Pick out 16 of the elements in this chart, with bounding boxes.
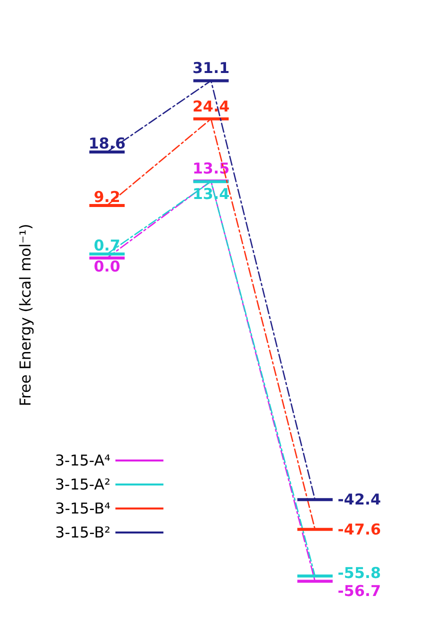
data-label: 31.1 bbox=[192, 59, 230, 78]
legend-label: 3-15-A² bbox=[54, 476, 110, 494]
data-label: 18.6 bbox=[88, 134, 126, 152]
data-label: -55.8 bbox=[338, 564, 381, 582]
data-label: -47.6 bbox=[338, 520, 381, 538]
data-label: 9.2 bbox=[94, 188, 120, 206]
legend-label: 3-15-B⁴ bbox=[55, 500, 110, 518]
data-label: 24.4 bbox=[192, 97, 230, 116]
data-label: 0.7 bbox=[94, 236, 120, 255]
data-label: -56.7 bbox=[338, 582, 381, 600]
y-axis-title: Free Energy (kcal mol⁻¹) bbox=[16, 224, 34, 406]
legend-label: 3-15-B² bbox=[55, 524, 110, 542]
legend-label: 3-15-A⁴ bbox=[54, 452, 110, 470]
data-label: 13.5 bbox=[192, 160, 230, 178]
data-label: 0.0 bbox=[94, 258, 120, 276]
data-label: -42.4 bbox=[338, 490, 381, 509]
